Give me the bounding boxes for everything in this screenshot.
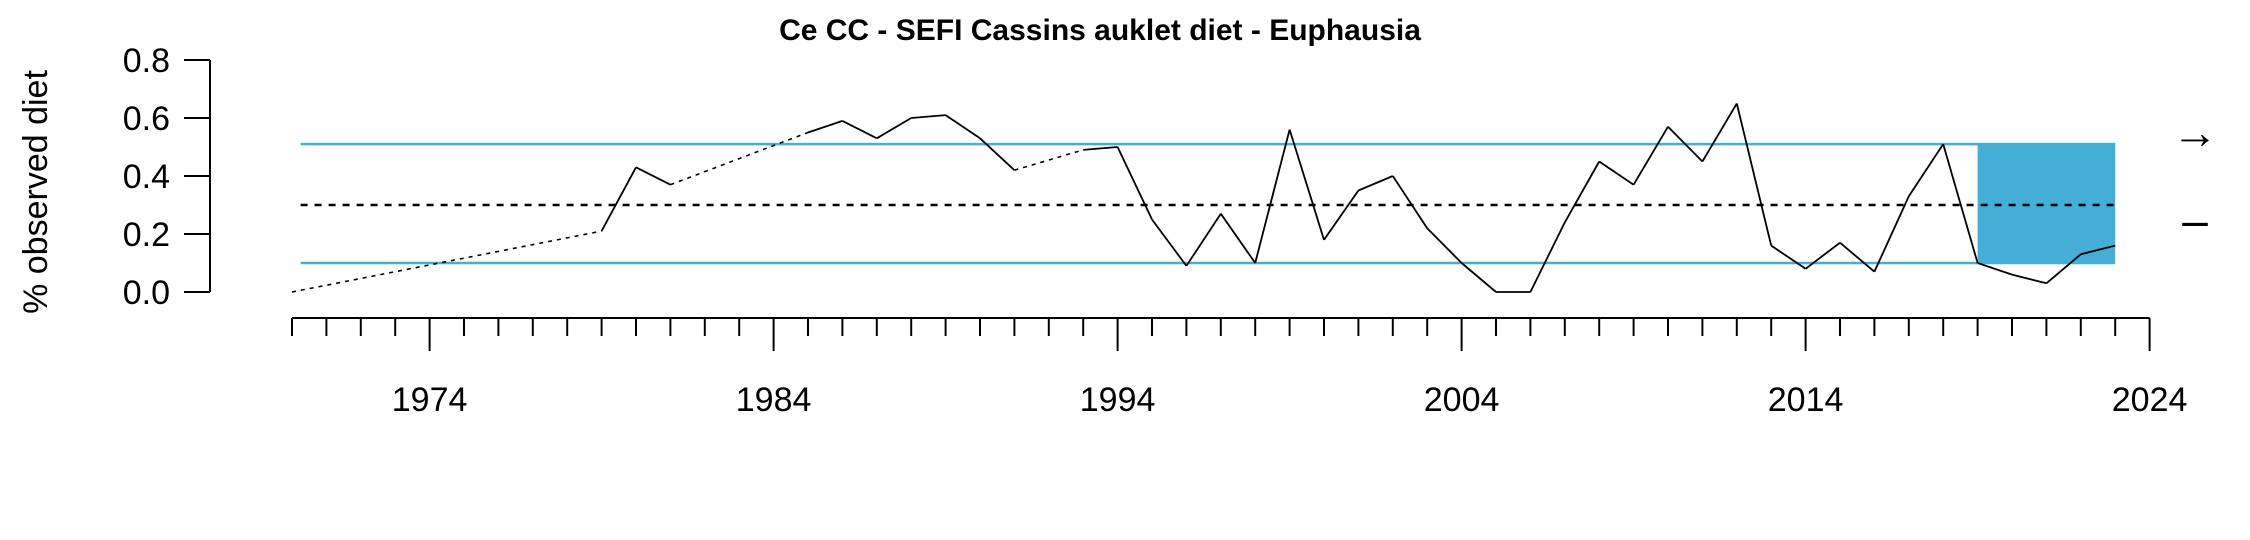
series-segment [1942, 143, 1979, 264]
x-tick-label: 2014 [1768, 381, 1844, 419]
recent-window-rect [1977, 144, 2116, 263]
series-segment [1083, 146, 1118, 151]
series-segment [1392, 175, 1428, 229]
series-segment [1977, 262, 2013, 276]
series-segment [1632, 126, 1669, 186]
series-segment [2080, 244, 2116, 256]
y-axis-label: % observed diet [17, 70, 55, 314]
recent-mean-symbol: – [2182, 194, 2208, 246]
x-tick-label: 2024 [2112, 381, 2188, 419]
chart-title: Ce CC - SEFI Cassins auklet diet - Eupha… [779, 14, 1421, 47]
y-tick-label: 0.2 [123, 216, 170, 254]
series-segment [635, 166, 671, 186]
x-tick-label: 1984 [736, 381, 812, 419]
y-tick-label: 0.6 [123, 100, 170, 138]
series-gap-segment [1014, 149, 1084, 171]
series-segment [1598, 160, 1635, 186]
series-segment [945, 114, 981, 140]
series-segment [841, 120, 878, 140]
series-segment [1667, 126, 1704, 163]
trend-arrow-symbol: → [2172, 106, 2218, 158]
series-segment [1220, 213, 1256, 264]
series-segment [1701, 103, 1738, 162]
recent-window-band [1977, 144, 2116, 263]
series-segment [1564, 161, 1600, 223]
series-segment [1770, 244, 1807, 270]
x-tick-label: 1974 [392, 381, 468, 419]
series-segment [2045, 253, 2082, 284]
y-tick-label: 0.8 [123, 42, 170, 80]
series-segment [1805, 241, 1841, 270]
series-segment [1185, 213, 1222, 267]
x-axis: 1974 1984 1994 2004 2014 2024 [291, 317, 2188, 419]
series-segment [1461, 262, 1497, 293]
y-axis: 0.0 0.2 0.4 0.6 0.8 [123, 42, 211, 312]
series-segment [1323, 189, 1360, 241]
series-segment [2011, 273, 2047, 285]
x-tick-label: 1994 [1080, 381, 1156, 419]
series-segment [979, 137, 1016, 171]
series-segment [1735, 103, 1773, 246]
series-segment [1358, 175, 1394, 192]
series-segment [1873, 195, 1910, 273]
y-tick-label: 0.0 [123, 274, 170, 312]
y-tick-label: 0.4 [123, 158, 170, 196]
series-segment [1426, 227, 1463, 264]
series-gap-segment [670, 131, 809, 186]
series-lines [291, 103, 2116, 293]
series-segment [1151, 218, 1188, 267]
series-segment [1116, 146, 1153, 220]
series-segment [600, 166, 637, 232]
series-segment [1254, 129, 1291, 264]
series-segment [911, 114, 946, 119]
series-segment [807, 120, 843, 134]
series-gap-segment [291, 230, 602, 293]
series-segment [1839, 242, 1875, 273]
series-segment [1529, 222, 1566, 293]
x-tick-label: 2004 [1424, 381, 1500, 419]
series-segment [876, 117, 912, 140]
series-segment [1288, 129, 1325, 241]
series-segment [1908, 143, 1944, 197]
